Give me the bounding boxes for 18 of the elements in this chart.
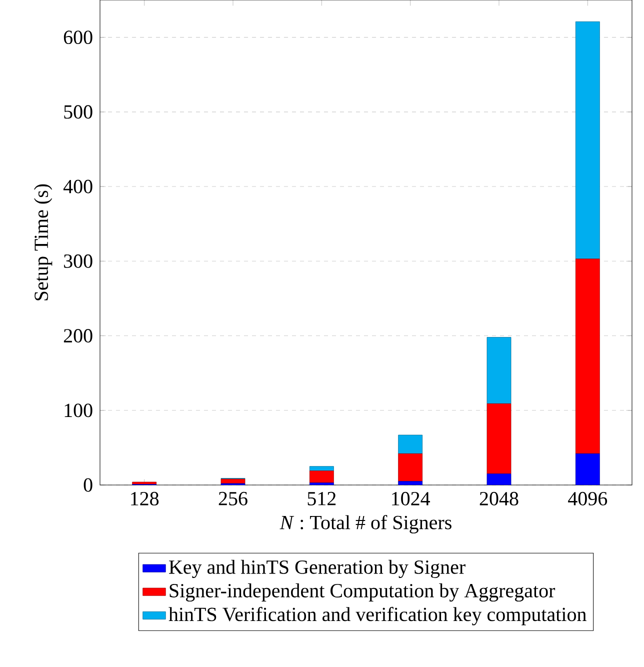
x-tick-label: 4096 [568, 492, 608, 506]
legend-label: hinTS Verification and verification key computation [168, 606, 586, 626]
y-tick-label: 200 [64, 329, 92, 343]
y-tick-label: 0 [84, 478, 92, 492]
y-tick-label: 300 [64, 254, 92, 268]
legend-label: Signer-independent Computation by Aggregator [170, 583, 556, 602]
y-tick-label: 100 [64, 404, 92, 418]
x-tick-label: 256 [218, 492, 248, 506]
x-tick-label: 128 [131, 492, 159, 506]
x-axis-title: N : Total # of Signers [280, 515, 452, 534]
x-tick-label: 1024 [392, 492, 430, 506]
x-tick-label: 512 [308, 492, 336, 506]
legend-label: Key and hinTS Generation by Signer [169, 560, 466, 578]
y-tick-label: 500 [64, 105, 92, 119]
y-tick-label: 400 [63, 180, 92, 194]
y-axis-title: Setup Time (s) [34, 184, 52, 300]
x-tick-label: 2048 [480, 492, 518, 506]
y-tick-label: 600 [64, 30, 92, 44]
